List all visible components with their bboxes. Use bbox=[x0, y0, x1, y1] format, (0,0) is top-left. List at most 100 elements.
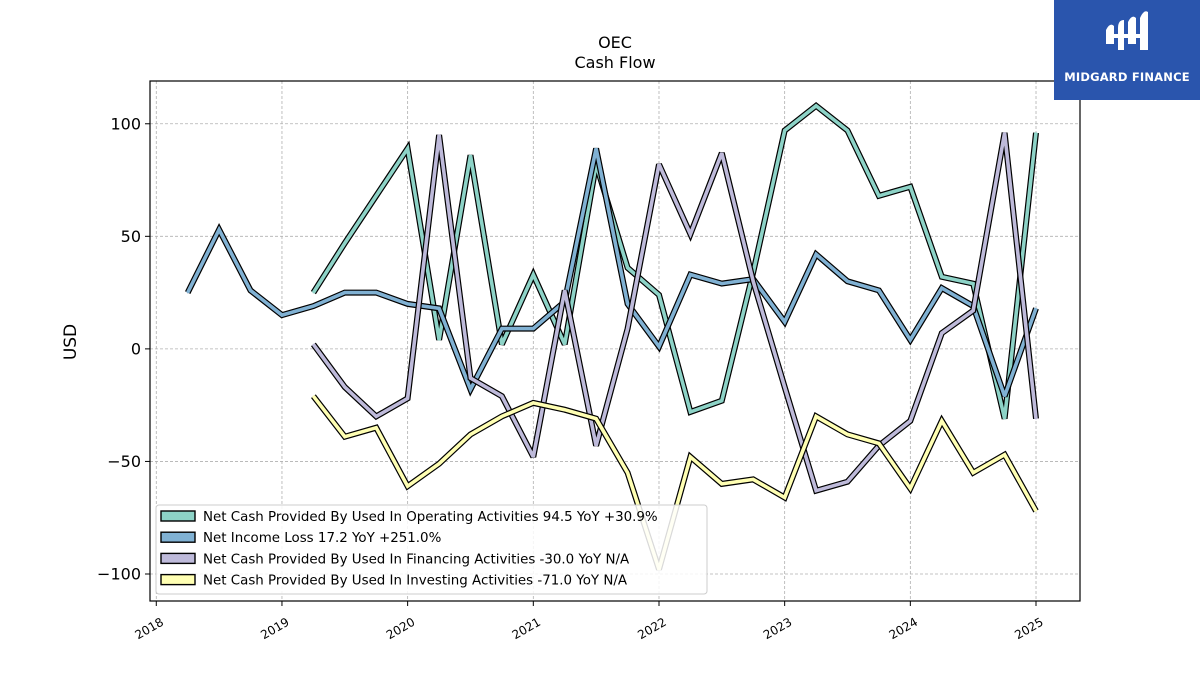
data-point bbox=[752, 280, 754, 283]
data-point bbox=[1035, 510, 1037, 512]
data-point bbox=[438, 462, 440, 465]
data-point bbox=[375, 291, 378, 294]
data-point bbox=[1003, 417, 1006, 420]
y-tick-label: 50 bbox=[121, 227, 141, 246]
data-point bbox=[815, 415, 817, 418]
data-point bbox=[783, 386, 786, 388]
chart-title: OEC bbox=[598, 33, 632, 52]
legend-label: Net Cash Provided By Used In Financing A… bbox=[203, 552, 630, 567]
data-point bbox=[658, 345, 660, 348]
data-point bbox=[815, 489, 817, 492]
legend-box bbox=[155, 504, 708, 595]
data-point bbox=[941, 332, 943, 334]
data-point bbox=[438, 339, 440, 341]
legend: Net Cash Provided By Used In Operating A… bbox=[155, 504, 708, 595]
data-point bbox=[312, 343, 315, 346]
data-point bbox=[972, 471, 974, 474]
data-point bbox=[689, 456, 692, 458]
data-point bbox=[281, 314, 283, 316]
data-point bbox=[815, 105, 817, 107]
y-tick-label: −50 bbox=[107, 452, 141, 471]
data-point bbox=[595, 417, 597, 420]
data-point bbox=[941, 287, 943, 289]
data-point bbox=[846, 129, 849, 132]
x-tick-label: 2020 bbox=[384, 615, 417, 642]
y-tick-label: 0 bbox=[131, 339, 141, 358]
x-tick-label: 2018 bbox=[133, 615, 166, 642]
data-point bbox=[344, 386, 346, 388]
data-point bbox=[783, 496, 786, 499]
data-point bbox=[846, 480, 849, 483]
data-point bbox=[1035, 307, 1037, 310]
legend-swatch bbox=[160, 510, 196, 522]
data-point bbox=[878, 442, 880, 445]
y-tick-label: −100 bbox=[97, 564, 141, 583]
data-point bbox=[406, 397, 409, 400]
data-point bbox=[344, 435, 346, 438]
data-point bbox=[501, 343, 503, 346]
data-point bbox=[563, 343, 566, 346]
data-point bbox=[909, 420, 912, 422]
data-point bbox=[501, 395, 503, 398]
data-point bbox=[375, 426, 378, 429]
data-point bbox=[721, 282, 723, 285]
data-point bbox=[626, 327, 629, 330]
data-point bbox=[375, 415, 378, 418]
data-point bbox=[846, 280, 849, 283]
data-point bbox=[721, 399, 723, 402]
legend-swatch bbox=[160, 573, 196, 586]
data-point bbox=[783, 321, 786, 323]
data-point bbox=[878, 195, 880, 197]
data-point bbox=[658, 294, 660, 296]
data-point bbox=[972, 309, 974, 312]
data-point bbox=[532, 327, 535, 330]
data-point bbox=[721, 483, 723, 485]
data-point bbox=[941, 420, 943, 422]
data-point bbox=[312, 291, 315, 294]
data-point bbox=[563, 289, 566, 292]
data-point bbox=[469, 388, 472, 391]
legend-swatch bbox=[160, 531, 196, 543]
data-point bbox=[375, 195, 378, 197]
data-point bbox=[344, 291, 346, 294]
data-point bbox=[689, 411, 692, 413]
data-point bbox=[563, 408, 566, 411]
data-point bbox=[501, 415, 503, 418]
data-point bbox=[406, 303, 409, 305]
data-point bbox=[972, 282, 974, 285]
data-point bbox=[438, 307, 440, 310]
data-point bbox=[752, 478, 754, 481]
data-point bbox=[532, 273, 535, 276]
data-point bbox=[595, 147, 597, 150]
logo-mark-icon bbox=[1106, 11, 1148, 50]
data-point bbox=[1035, 417, 1037, 420]
x-tick-label: 2021 bbox=[510, 615, 543, 642]
data-point bbox=[469, 377, 472, 379]
plot-frame bbox=[149, 80, 1081, 602]
data-point bbox=[1035, 132, 1037, 134]
chart-subtitle: Cash Flow bbox=[574, 53, 655, 72]
data-point bbox=[721, 152, 723, 154]
data-point bbox=[689, 233, 692, 235]
grid-lines bbox=[150, 81, 1080, 601]
legend-swatch bbox=[160, 552, 196, 565]
data-point bbox=[249, 289, 252, 292]
series-lines bbox=[185, 101, 1039, 571]
data-point bbox=[846, 433, 849, 436]
data-point bbox=[186, 291, 189, 294]
brand-name: MIDGARD FINANCE bbox=[1064, 70, 1190, 84]
y-tick-label: 100 bbox=[110, 114, 141, 133]
x-tick-label: 2024 bbox=[887, 615, 920, 642]
data-point bbox=[469, 154, 472, 157]
x-tick-label: 2023 bbox=[761, 615, 794, 642]
legend-label: Net Income Loss 17.2 YoY +251.0% bbox=[203, 531, 441, 546]
legend-label: Net Cash Provided By Used In Operating A… bbox=[203, 510, 658, 525]
midgard-finance-logo: MIDGARD FINANCE bbox=[1054, 0, 1200, 100]
data-point bbox=[878, 289, 880, 292]
data-point bbox=[909, 339, 912, 341]
data-point bbox=[689, 273, 692, 276]
data-point bbox=[406, 147, 409, 150]
data-point bbox=[1003, 132, 1006, 134]
data-point bbox=[815, 253, 817, 256]
